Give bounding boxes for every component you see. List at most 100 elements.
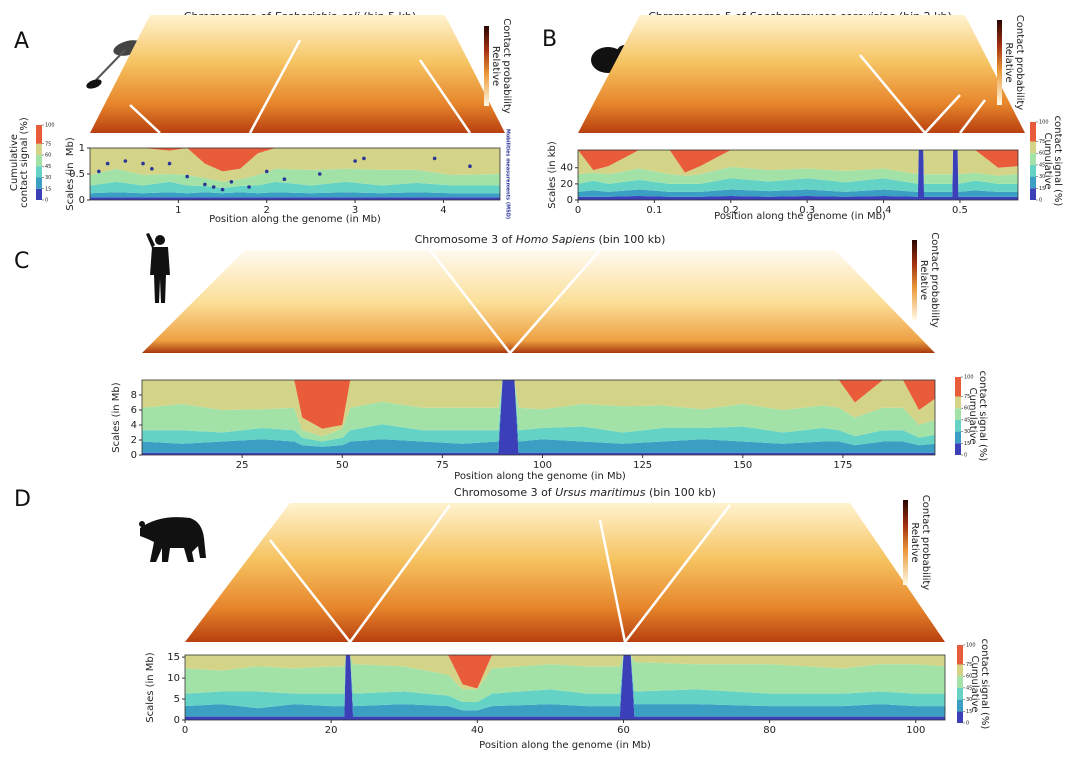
cum-colorbar-segment [36,177,42,189]
y-tick-label: 0.5 [69,169,85,180]
msd-point [264,169,269,174]
x-tick-label: 2 [264,205,270,216]
y-tick-label: 1 [79,143,85,154]
heat-colorbar [912,240,917,320]
x-tick-label: 0.5 [952,205,968,216]
cum-colorbar-tick-label: 0 [966,721,969,727]
map-gap [859,54,926,134]
x-tick-label: 75 [436,460,449,471]
y-tick-label: 20 [560,179,573,190]
cum-colorbar-segment [955,419,961,432]
cum-colorbar-tick-label: 100 [45,123,55,129]
map-gap [418,59,472,134]
cum-colorbar-tick-label: 75 [1039,139,1045,145]
area-band [90,181,500,194]
area-band [185,655,945,717]
heat-colorbar-label: Relative [490,46,501,86]
area-band [142,380,935,437]
cum-colorbar-segment [1030,122,1036,142]
y-axis-label: Scales (in Mb) [111,382,122,452]
y-tick-label: 0 [174,715,180,726]
cum-colorbar-tick-label: 75 [966,662,972,668]
cum-colorbar-tick-label: 45 [966,685,972,691]
cum-colorbar-tick-label: 100 [1039,120,1049,126]
cum-colorbar-tick-label: 30 [1039,174,1045,180]
area-band [578,150,1018,176]
cum-colorbar-tick-label: 60 [964,406,970,412]
chart-title: Chromosome 3 of Ursus maritimus (bin 100… [454,486,716,499]
msd-point [317,172,322,176]
map-gap [348,504,452,643]
y-tick-label: 2 [131,435,137,446]
map-gap [129,104,161,134]
cum-colorbar-segment [955,431,961,444]
area-band [142,380,935,453]
area-band [185,655,945,711]
y-tick-label: 5 [174,694,180,705]
cum-colorbar-segment [957,676,963,688]
msd-point [362,156,366,161]
cum-colorbar-tick-label: 60 [966,674,972,680]
msd-point [150,167,154,171]
area-band [185,655,945,690]
heat-colorbar-label: Relative [918,260,929,300]
panel-letter: C [14,249,29,274]
heat-colorbar-label: Contact probability [501,18,512,114]
cum-colorbar-tick-label: 15 [1039,186,1045,192]
x-tick-label: 0.3 [799,205,815,216]
msd-point [211,185,216,189]
cum-colorbar-label: contact signal (%) [979,639,990,730]
bear-icon [139,517,206,562]
title-part: Chromosome 3 of [454,486,555,499]
human-icon [146,233,170,303]
x-tick-label: 80 [763,725,776,736]
x-tick-label: 0 [182,725,188,736]
msd-point [123,159,128,163]
panel-letter: A [14,29,29,54]
msd-point [141,161,145,166]
cum-colorbar-label: contact signal (%) [19,117,30,208]
map-gap [248,39,302,134]
cum-colorbar-tick-label: 100 [966,643,976,649]
heat-colorbar-label: Contact probability [929,232,940,328]
y-tick-label: 8 [131,390,137,401]
y-axis-label: Scales (in Mb) [65,137,76,211]
cum-colorbar-tick-label: 0 [45,198,48,204]
area-band [578,150,1018,184]
area-band [578,150,1018,197]
map-gap [509,249,601,354]
cum-colorbar-segment [957,687,963,700]
cum-colorbar-label: Cumulative [969,655,980,712]
cum-colorbar-tick-label: 75 [45,141,51,147]
heat-colorbar-label: Contact probability [1014,15,1025,111]
cum-colorbar-tick-label: 30 [966,697,972,703]
x-axis-label: Position along the genome (in Mb) [209,214,381,225]
plot-frame [184,654,946,721]
cum-colorbar-tick-label: 0 [964,453,967,459]
cum-colorbar-label: contact signal (%) [1052,116,1063,207]
cum-colorbar-segment [36,125,42,144]
msd-point [432,156,437,161]
chart-title: Chromosome 3 of Homo Sapiens (bin 100 kb… [415,233,666,246]
x-tick-label: 1 [175,205,181,216]
x-axis-label: Position along the genome (in Mb) [454,471,626,482]
cum-colorbar-tick-label: 45 [1039,162,1045,168]
x-tick-label: 0.1 [646,205,662,216]
x-tick-label: 125 [633,460,652,471]
msd-point [185,174,189,179]
cum-colorbar-tick-label: 75 [964,394,970,400]
x-tick-label: 150 [733,460,752,471]
x-tick-label: 100 [906,725,925,736]
contact-map [185,503,945,642]
heat-colorbar-label: Contact probability [920,495,931,591]
panel-letter: D [14,487,31,512]
area-band [142,380,935,442]
msd-point [220,187,225,192]
cum-colorbar-segment [957,645,963,665]
title-part: Ursus maritimus [555,486,646,499]
cum-colorbar-segment [955,377,961,397]
x-tick-label: 100 [533,460,552,471]
x-tick-label: 40 [471,725,484,736]
cum-colorbar-segment [36,166,42,178]
cum-colorbar-segment [1030,141,1036,154]
